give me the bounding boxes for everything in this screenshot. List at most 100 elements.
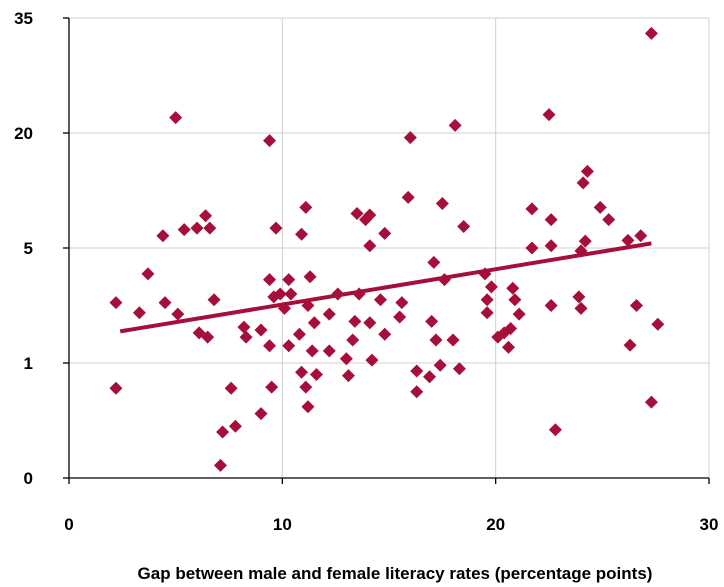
data-point: [190, 221, 204, 235]
data-point: [295, 365, 309, 379]
x-tick-label: 20: [486, 515, 505, 534]
data-point: [228, 419, 242, 433]
trendline-group: [119, 241, 652, 334]
data-point: [506, 281, 520, 295]
data-point: [273, 287, 287, 301]
data-point: [574, 301, 588, 315]
data-point: [378, 327, 392, 341]
data-point: [132, 306, 146, 320]
data-point: [433, 358, 447, 372]
data-point: [282, 339, 296, 353]
data-point: [446, 333, 460, 347]
data-point: [401, 190, 415, 204]
data-point: [216, 425, 230, 439]
data-point: [350, 207, 364, 220]
data-point: [512, 307, 526, 321]
x-tick-label: 30: [700, 515, 719, 534]
data-point: [373, 293, 387, 307]
data-point: [263, 273, 277, 287]
data-point: [437, 273, 451, 287]
data-point: [254, 407, 268, 421]
data-point: [435, 197, 449, 211]
data-point: [299, 200, 313, 214]
data-point: [457, 220, 471, 234]
data-point: [341, 369, 355, 383]
data-point: [305, 344, 319, 358]
y-tick-label: 5: [24, 239, 33, 258]
data-point: [544, 213, 558, 227]
gridlines: [69, 17, 710, 478]
data-point: [177, 223, 191, 237]
data-point: [363, 239, 377, 253]
data-point: [429, 333, 443, 347]
data-point: [651, 317, 665, 331]
data-point: [504, 322, 518, 335]
data-point: [301, 400, 315, 414]
trendline: [119, 241, 652, 334]
x-axis-label: Gap between male and female literacy rat…: [138, 564, 653, 583]
data-point: [269, 221, 283, 235]
data-point: [623, 338, 637, 352]
y-tick-label: 20: [14, 124, 33, 143]
data-point: [322, 307, 336, 321]
data-point: [393, 310, 407, 324]
data-point: [171, 307, 185, 321]
data-point: [303, 270, 317, 284]
data-point: [158, 296, 172, 310]
data-point: [403, 131, 417, 145]
data-point: [141, 267, 155, 281]
data-point: [525, 202, 539, 216]
x-tick-label: 0: [64, 515, 73, 534]
data-point: [644, 395, 658, 409]
data-point: [525, 241, 539, 255]
data-point: [478, 267, 492, 281]
data-point: [602, 213, 616, 227]
data-point: [239, 330, 253, 344]
data-point: [410, 364, 424, 378]
data-point: [237, 320, 251, 334]
data-point: [213, 458, 227, 472]
data-point: [593, 200, 607, 214]
data-point: [352, 287, 366, 301]
data-point: [501, 340, 515, 354]
data-point: [423, 370, 437, 384]
data-point: [578, 234, 592, 248]
data-point: [452, 362, 466, 376]
data-point: [203, 221, 217, 235]
data-point: [309, 368, 323, 381]
data-point: [254, 323, 268, 337]
data-point: [427, 255, 441, 269]
data-point: [480, 306, 494, 320]
data-point: [346, 333, 360, 347]
data-point: [169, 111, 183, 125]
data-points: [109, 26, 665, 472]
data-point: [299, 380, 313, 394]
data-point: [363, 316, 377, 330]
data-point: [207, 293, 221, 307]
data-point: [282, 273, 296, 287]
data-point: [156, 229, 170, 243]
data-point: [331, 287, 345, 301]
tick-labels: 0 10 20 30 0 1 5 20 35: [14, 9, 718, 534]
data-point: [634, 229, 648, 243]
data-point: [644, 26, 658, 40]
data-point: [201, 330, 215, 344]
data-point: [109, 381, 123, 395]
data-point: [542, 108, 556, 122]
data-point: [576, 176, 590, 190]
data-point: [425, 314, 439, 328]
data-point: [378, 226, 392, 240]
data-point: [395, 296, 409, 310]
data-point: [199, 209, 213, 223]
y-tick-label: 0: [24, 469, 33, 488]
data-point: [295, 227, 309, 241]
data-point: [363, 208, 377, 222]
data-point: [621, 233, 635, 247]
y-tick-label: 35: [14, 9, 33, 28]
data-point: [365, 353, 379, 367]
data-point: [508, 293, 522, 307]
data-point: [339, 352, 353, 366]
data-point: [448, 118, 462, 132]
data-point: [322, 344, 336, 358]
data-point: [265, 380, 279, 394]
